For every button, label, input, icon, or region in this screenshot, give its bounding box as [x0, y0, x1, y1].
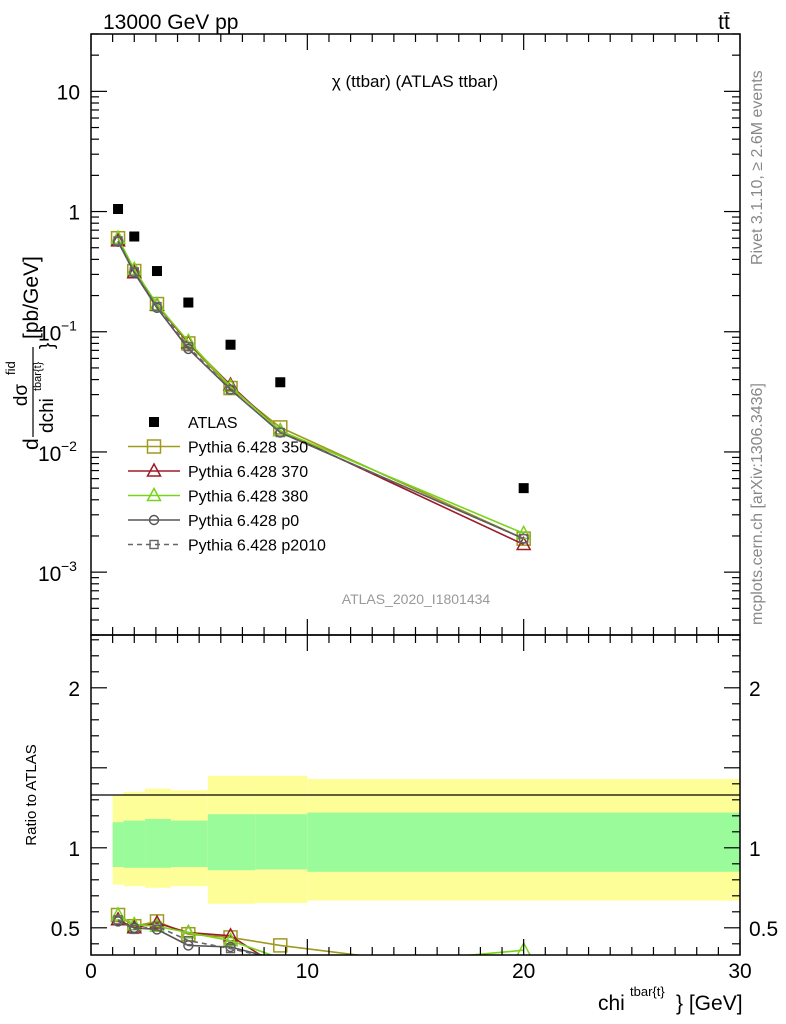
ratio-point-4-2	[152, 921, 162, 931]
ratio-series-line-1	[117, 919, 262, 955]
y-label-numerator: dσ	[11, 384, 32, 407]
ratio-point-4-4	[225, 943, 236, 954]
main-y-tick-label-2: 10	[38, 323, 61, 346]
legend-marker-3	[146, 486, 162, 502]
ratio-point-2-2	[149, 917, 165, 932]
legend-label-3: Pythia 6.428 380	[188, 489, 308, 506]
x-label-tail: } [GeV]	[676, 992, 743, 1015]
main-series-line-3	[117, 237, 524, 535]
ratio-y-tick-label-right-1: 1	[749, 838, 761, 861]
ratio-inner-band-0	[112, 822, 124, 867]
plot-title: χ (ttbar) (ATLAS ttbar)	[332, 72, 498, 91]
svg-text:d: d	[20, 438, 43, 450]
main-y-tick-label-1: 1	[68, 202, 80, 225]
ratio-y-label: Ratio to ATLAS	[23, 744, 40, 845]
legend-marker-1	[146, 439, 162, 454]
legend-label-0: ATLAS	[188, 415, 238, 432]
main-series-line-1	[117, 237, 524, 540]
main-point-5-5	[275, 427, 285, 438]
y-label-denominator: dchi	[37, 398, 58, 433]
main-y-axis-label: d dσ fid dchi tbar{t} } [pb/GeV]	[3, 256, 58, 450]
x-label-base: chi	[598, 992, 625, 1015]
legend-marker-2	[146, 462, 162, 477]
main-series-line-2	[117, 240, 525, 546]
ratio-series-line-4	[117, 919, 263, 955]
main-point-0-6	[518, 483, 529, 494]
legend-marker-4	[148, 514, 160, 526]
y-label-numerator-sup: fid	[3, 361, 18, 375]
ratio-y-tick-label-1: 1	[68, 838, 80, 861]
ratio-series-line-3	[117, 920, 265, 955]
main-point-0-4	[225, 339, 236, 350]
legend-label-2: Pythia 6.428 370	[188, 464, 308, 481]
main-y-tick-exp-4: −3	[61, 558, 77, 574]
main-point-5-4	[225, 384, 236, 395]
ratio-point-2-4	[222, 932, 239, 947]
ratio-plot-data	[110, 906, 531, 955]
y-label-denominator-sup: tbar{t}	[32, 361, 44, 391]
main-point-2-6	[515, 535, 532, 551]
main-y-tick-exp-2: −1	[61, 318, 77, 334]
main-plot-data	[110, 204, 532, 551]
y-label-units: [pb/GeV]	[20, 256, 43, 339]
ratio-point-4-1	[129, 924, 139, 935]
legend-label-1: Pythia 6.428 350	[188, 440, 308, 457]
main-point-0-0	[113, 204, 124, 215]
ratio-y-tick-label-right-2: 2	[749, 678, 761, 701]
ratio-uncertainty-bands	[112, 775, 740, 904]
ratio-y-tick-label-0: 0.5	[51, 918, 80, 941]
x-tick-label-2: 20	[512, 960, 535, 983]
main-series-line-4	[117, 241, 524, 540]
ratio-inner-band-6	[307, 812, 740, 872]
legend-label-5: Pythia 6.428 p2010	[188, 538, 326, 555]
ratio-inner-band-3	[171, 820, 208, 867]
ratio-point-2-3	[180, 924, 197, 939]
x-tick-label-1: 10	[296, 960, 319, 983]
svg-text:}: }	[37, 343, 58, 349]
rivet-label: Rivet 3.1.10, ≥ 2.6M events	[749, 70, 766, 265]
ratio-point-0-5	[273, 938, 288, 953]
main-point-5-3	[183, 342, 194, 352]
legend-label-4: Pythia 6.428 p0	[188, 513, 299, 530]
header-left: 13000 GeV pp	[103, 11, 238, 34]
mcplots-label: mcplots.cern.ch [arXiv:1306.3436]	[749, 383, 766, 625]
main-point-0-5	[275, 377, 286, 388]
main-point-0-3	[183, 297, 194, 308]
ratio-inner-band-4	[207, 814, 256, 871]
main-y-tick-label-0: 10	[57, 81, 80, 104]
main-y-tick-label-4: 10	[38, 563, 61, 586]
main-y-tick-label-3: 10	[38, 443, 61, 466]
ratio-series-line-0	[117, 914, 364, 955]
main-point-5-2	[152, 301, 162, 312]
main-point-0-2	[151, 266, 162, 277]
main-point-5-6	[518, 533, 529, 544]
ratio-inner-band-2	[145, 819, 172, 868]
main-point-5-1	[129, 267, 139, 277]
ratio-y-tick-label-right-0: 0.5	[749, 918, 778, 941]
ratio-y-tick-label-2: 2	[68, 678, 80, 701]
x-tick-label-0: 0	[85, 960, 97, 983]
ratio-plot-axes: 0.5 0.51 12 20 10 20 30	[51, 635, 778, 983]
x-label-sup: tbar{t}	[630, 984, 665, 999]
ratio-point-4-0	[113, 915, 123, 925]
ratio-point-4-3	[183, 935, 194, 946]
main-series-line-5	[117, 240, 524, 540]
analysis-watermark: ATLAS_2020_I1801434	[342, 591, 491, 607]
legend-marker-0	[149, 417, 159, 427]
x-tick-label-3: 30	[728, 960, 751, 983]
main-point-5-0	[113, 236, 123, 246]
ratio-plot-frame	[90, 634, 741, 956]
legend: ATLAS Pythia 6.428 350 Pythia 6.428 370 Pyt…	[128, 415, 326, 555]
ratio-inner-band-1	[123, 820, 146, 868]
header-right: tt̄	[718, 11, 730, 34]
legend-marker-5	[149, 539, 159, 550]
main-y-tick-exp-3: −2	[61, 438, 77, 454]
ratio-point-2-7	[516, 941, 531, 955]
main-point-0-1	[129, 231, 140, 242]
ratio-inner-band-5	[255, 814, 308, 870]
x-axis-label: chi tbar{t} } [GeV]	[598, 984, 743, 1015]
